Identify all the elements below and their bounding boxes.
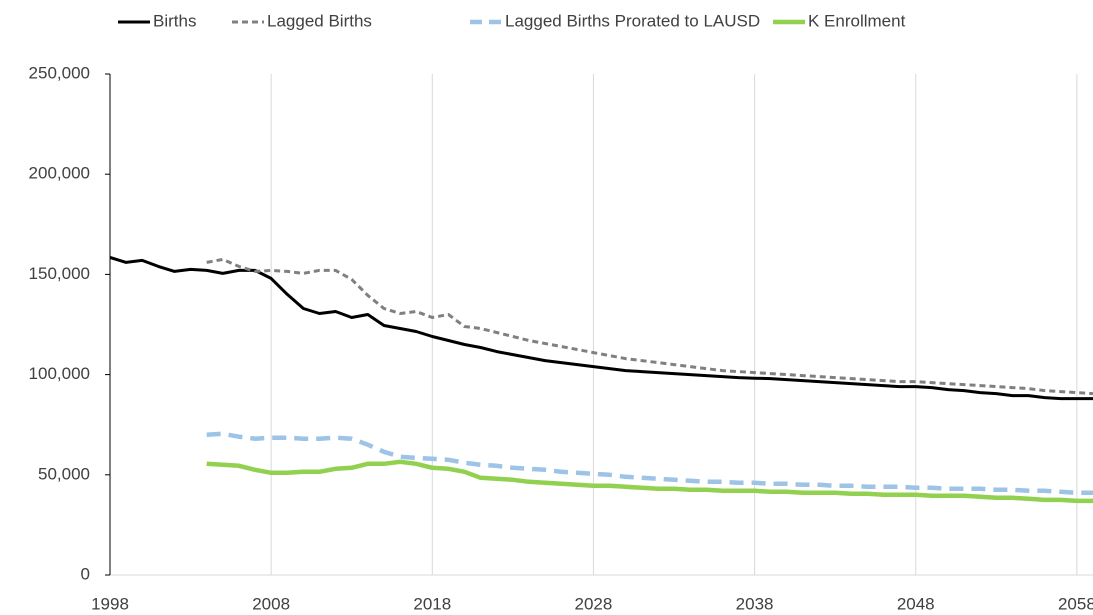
y-tick-label: 50,000 [38, 464, 90, 483]
y-tick-label: 150,000 [29, 264, 90, 283]
x-tick-label: 2038 [736, 594, 774, 613]
legend-label: Lagged Births [267, 11, 372, 30]
legend-label: Births [153, 11, 196, 30]
x-tick-label: 2018 [413, 594, 451, 613]
series-line [206, 431, 1093, 496]
y-tick-label: 100,000 [29, 364, 90, 383]
series-line [109, 255, 1093, 401]
legend-label: Lagged Births Prorated to LAUSD [505, 11, 760, 30]
y-tick-label: 0 [81, 564, 90, 583]
legend-label: K Enrollment [808, 11, 906, 30]
x-tick-label: 1998 [91, 594, 129, 613]
series-line [206, 459, 1093, 504]
x-tick-label: 2008 [252, 594, 290, 613]
y-tick-label: 200,000 [29, 164, 90, 183]
y-tick-label: 250,000 [29, 63, 90, 82]
x-tick-label: 2058 [1058, 594, 1093, 613]
x-tick-label: 2048 [897, 594, 935, 613]
x-tick-label: 2028 [575, 594, 613, 613]
series-line [206, 257, 1093, 396]
